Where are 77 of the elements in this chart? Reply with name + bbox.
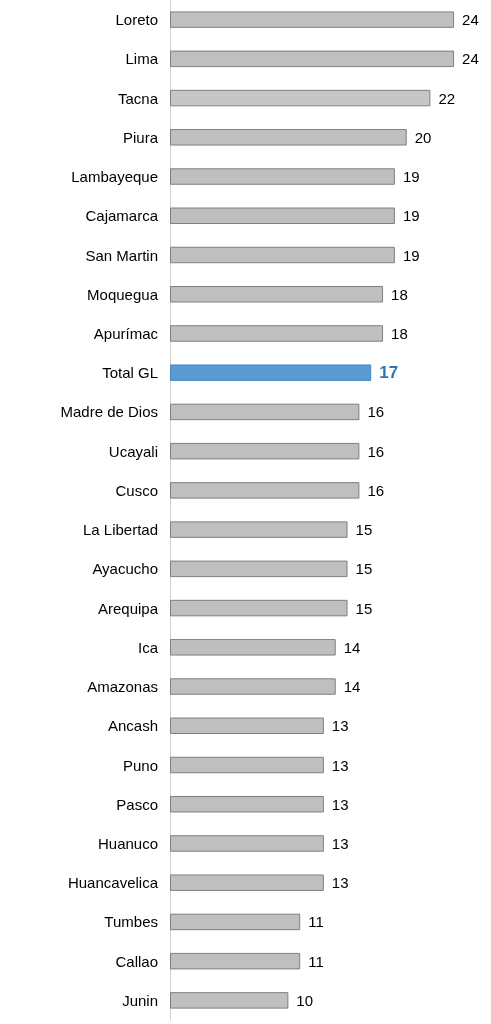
bar (170, 207, 395, 225)
bar (170, 678, 336, 695)
bar (170, 168, 395, 185)
data-label: 14 (343, 678, 361, 696)
bar (170, 756, 324, 774)
y-tick-label: San Martin (85, 246, 158, 264)
data-label: 15 (355, 599, 373, 617)
y-tick-label: Huancavelica (67, 874, 159, 892)
y-tick-label: Moquegua (87, 285, 159, 303)
data-label: 16 (367, 481, 385, 499)
y-tick-label: Lima (125, 50, 159, 68)
data-label: 11 (308, 952, 324, 970)
data-label: 13 (331, 834, 349, 852)
data-label: 14 (343, 638, 361, 656)
data-label: 15 (355, 521, 373, 539)
data-label: 19 (402, 168, 420, 186)
y-tick-label: Huanuco (97, 834, 158, 852)
y-tick-label: Tacna (117, 89, 159, 107)
bar (170, 11, 455, 28)
y-tick-label: Total GL (102, 364, 158, 382)
y-tick-label: Ayacucho (92, 560, 158, 578)
data-label: 15 (355, 560, 373, 578)
bar (170, 246, 395, 264)
y-tick-label: La Libertad (82, 521, 158, 539)
y-tick-label: Pasco (116, 795, 158, 813)
data-label: 16 (367, 442, 385, 460)
bar (170, 403, 360, 421)
data-label: 17 (379, 363, 399, 383)
bar (170, 129, 407, 146)
bar (170, 835, 324, 852)
bar (170, 560, 348, 578)
y-tick-label: Callao (115, 952, 158, 970)
y-tick-label: Ucayali (108, 442, 158, 460)
bar (170, 952, 301, 970)
data-label: 13 (331, 756, 349, 774)
bar (170, 442, 360, 460)
y-tick-label: Loreto (115, 11, 158, 29)
y-tick-label: Tumbes (104, 913, 158, 931)
y-tick-label: Madre de Dios (60, 403, 158, 421)
data-label: 24 (462, 50, 479, 68)
y-tick-label: Puno (122, 756, 158, 774)
bar (170, 50, 455, 68)
data-label: 10 (296, 991, 314, 1009)
bar (170, 913, 301, 931)
data-label: 16 (367, 403, 385, 421)
bar (170, 874, 324, 891)
bar (170, 639, 336, 656)
data-label: 24 (462, 11, 479, 29)
bar (170, 717, 324, 735)
bar (170, 285, 384, 303)
y-tick-label: Junin (122, 991, 158, 1009)
data-label: 13 (331, 795, 349, 813)
data-label: 13 (331, 874, 349, 892)
data-label: 22 (438, 89, 456, 107)
data-label: 20 (414, 128, 432, 146)
bar (170, 364, 372, 381)
data-label: 11 (308, 913, 324, 931)
bar (170, 599, 348, 617)
y-tick-label: Cajamarca (85, 207, 159, 225)
data-label: 18 (391, 285, 408, 303)
y-tick-label: Piura (122, 128, 159, 146)
data-label: 19 (402, 207, 420, 225)
bar (170, 482, 360, 499)
bar (170, 795, 324, 813)
data-label: 19 (402, 246, 420, 264)
y-tick-label: Apurímac (93, 324, 159, 342)
y-tick-label: Lambayeque (71, 168, 158, 186)
y-tick-label: Amazonas (87, 678, 158, 696)
y-tick-label: Ancash (107, 717, 158, 735)
data-label: 13 (331, 717, 349, 735)
data-label: 18 (391, 324, 408, 342)
y-tick-label: Arequipa (97, 599, 159, 617)
bar (170, 325, 384, 342)
y-tick-label: Cusco (115, 481, 158, 499)
y-tick-label: Ica (137, 638, 159, 656)
bar (170, 521, 348, 538)
bar (170, 992, 289, 1009)
